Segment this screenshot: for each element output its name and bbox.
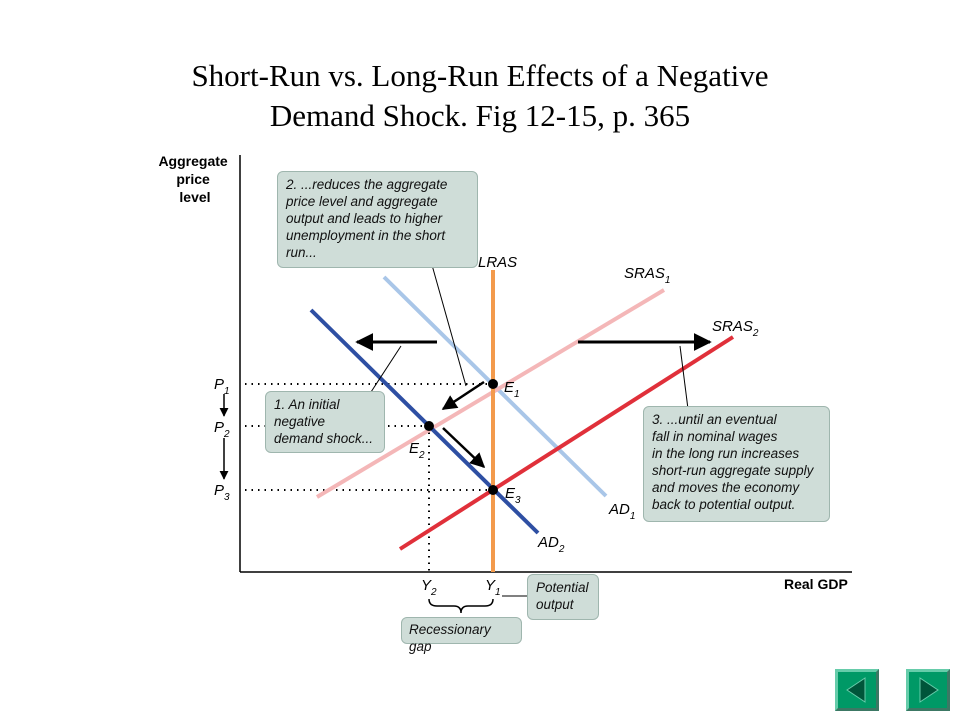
move-e2-to-e3-arrow [442, 427, 486, 469]
callout-text: and moves the economy [652, 480, 800, 495]
lras-label: LRAS [478, 254, 517, 271]
sras2-label: SRAS2 [712, 318, 759, 339]
sras1-curve [315, 288, 666, 499]
sras2-curve [398, 335, 735, 551]
y1-label: Y1 [485, 577, 501, 598]
previous-slide-button[interactable] [835, 669, 879, 711]
p3-label: P3 [214, 482, 230, 503]
e3-point [488, 485, 498, 495]
callout-potential-output: Potential output [527, 574, 599, 620]
sras1-label: SRAS1 [624, 265, 670, 286]
ad2-label: AD2 [537, 534, 565, 555]
callout-text: fall in nominal wages [652, 429, 778, 444]
callout-text: in the long run increases [652, 446, 800, 461]
callout-step-2: 2. ...reduces the aggregate price level … [277, 171, 478, 268]
callout-text: output [536, 597, 574, 612]
callout-text: 2. ...reduces the aggregate [286, 177, 448, 192]
next-slide-button[interactable] [906, 669, 950, 711]
callout-text: run... [286, 245, 317, 260]
y-axis-label: Aggregate price level [158, 153, 231, 205]
callout-text: price level and aggregate [286, 194, 438, 209]
e2-point [424, 421, 434, 431]
callout-text: back to potential output. [652, 497, 796, 512]
callout-step-3: 3. ...until an eventual fall in nominal … [643, 406, 830, 522]
y2-label: Y2 [421, 577, 437, 598]
e1-point [488, 379, 498, 389]
slide-title: Short-Run vs. Long-Run Effects of a Nega… [0, 56, 960, 136]
callout-recessionary-gap: Recessionary gap [401, 617, 522, 654]
callout-text: Potential [536, 580, 589, 595]
p2-label: P2 [214, 419, 230, 440]
e3-label: E3 [505, 485, 521, 506]
callout-text: negative [274, 414, 326, 429]
e2-label: E2 [409, 440, 425, 461]
triangle-right-icon [919, 677, 939, 703]
p1-label: P1 [214, 376, 230, 397]
x-axis-label: Real GDP [784, 576, 848, 592]
triangle-left-icon [846, 677, 866, 703]
title-line-1: Short-Run vs. Long-Run Effects of a Nega… [191, 58, 769, 93]
callout-text: short-run aggregate supply [652, 463, 814, 478]
ad2-curve [309, 308, 540, 535]
move-e1-to-e2-arrow [441, 380, 485, 411]
e1-label: E1 [504, 379, 520, 400]
callout-text: Recessionary gap [409, 622, 491, 654]
callout-text: 3. ...until an eventual [652, 412, 777, 427]
callout-text: demand shock... [274, 431, 374, 446]
callout-text: unemployment in the short [286, 228, 446, 243]
recessionary-gap-brace [428, 598, 494, 614]
callout-step-1: 1. An initial negative demand shock... [265, 391, 385, 453]
ad1-label: AD1 [608, 501, 635, 522]
title-line-2: Demand Shock. Fig 12-15, p. 365 [269, 98, 691, 133]
callout-text: output and leads to higher [286, 211, 443, 226]
callout-text: 1. An initial [274, 397, 340, 412]
callout-leaders [370, 264, 689, 597]
